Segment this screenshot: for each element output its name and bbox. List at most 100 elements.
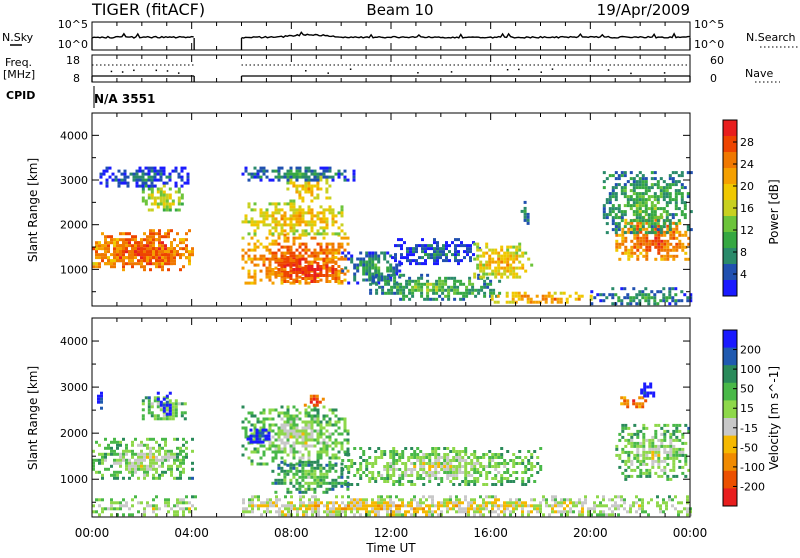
range-cell (515, 273, 518, 276)
range-cell (299, 246, 302, 249)
range-cell (563, 510, 566, 513)
range-cell (497, 261, 500, 264)
range-cell (677, 299, 680, 302)
range-cell (257, 507, 260, 510)
range-cell (461, 450, 464, 453)
range-cell (647, 293, 650, 296)
range-cell (329, 433, 332, 436)
range-cell (253, 435, 256, 438)
range-cell (428, 504, 431, 507)
range-cell (624, 463, 627, 466)
range-cell (436, 259, 439, 262)
range-cell (263, 261, 266, 264)
range-cell (137, 468, 140, 471)
range-cell (287, 421, 290, 424)
range-cell (359, 447, 362, 450)
range-cell (134, 495, 137, 498)
range-cell (284, 451, 287, 454)
range-cell (612, 204, 615, 207)
range-cell (167, 232, 170, 235)
range-cell (281, 457, 284, 460)
range-cell (530, 504, 533, 507)
range-cell (284, 495, 287, 498)
range-cell (290, 433, 293, 436)
range-cell (284, 220, 287, 223)
range-cell (142, 176, 145, 179)
range-cell (636, 180, 639, 183)
range-cell (335, 249, 338, 252)
range-cell (621, 228, 624, 231)
range-cell (453, 277, 456, 280)
range-cell (154, 167, 157, 170)
range-cell (305, 513, 308, 516)
range-cell (464, 468, 467, 471)
range-cell (639, 204, 642, 207)
range-cell (675, 451, 678, 454)
range-cell (149, 232, 152, 235)
cpid-label: CPID (6, 89, 35, 102)
range-cell (437, 483, 440, 486)
range-cell (335, 507, 338, 510)
range-cell (621, 189, 624, 192)
range-cell (260, 214, 263, 217)
range-cell (298, 191, 301, 194)
range-cell (621, 460, 624, 463)
range-cell (466, 244, 469, 247)
range-cell (154, 417, 157, 420)
range-cell (414, 280, 417, 283)
freq-label-bottom: [MHz] (3, 68, 35, 81)
range-cell (341, 237, 344, 240)
range-cell (627, 433, 630, 436)
range-cell (486, 283, 489, 286)
range-cell (142, 408, 145, 411)
range-cell (149, 459, 152, 462)
range-cell (331, 488, 334, 491)
range-cell (663, 243, 666, 246)
range-cell (140, 256, 143, 259)
range-cell (251, 424, 254, 427)
range-cell (317, 173, 320, 176)
range-cell (651, 210, 654, 213)
range-cell (636, 198, 639, 201)
range-cell (428, 456, 431, 459)
range-cell (479, 510, 482, 513)
range-cell (170, 450, 173, 453)
range-cell (477, 289, 480, 292)
range-cell (681, 210, 684, 213)
range-cell (427, 253, 430, 256)
range-cell (289, 479, 292, 482)
range-cell (624, 195, 627, 198)
range-cell (470, 474, 473, 477)
range-cell (671, 504, 674, 507)
range-cell (152, 474, 155, 477)
range-cell (137, 444, 140, 447)
range-cell (263, 214, 266, 217)
range-cell (407, 459, 410, 462)
range-cell (296, 173, 299, 176)
range-cell (645, 472, 648, 475)
range-cell (310, 464, 313, 467)
range-cell (122, 256, 125, 259)
range-cell (641, 507, 644, 510)
range-cell (368, 255, 371, 258)
range-cell (157, 188, 160, 191)
range-cell (518, 298, 521, 301)
range-cell (506, 501, 509, 504)
range-cell (110, 259, 113, 262)
range-cell (191, 462, 194, 465)
range-cell (323, 229, 326, 232)
range-cell (137, 250, 140, 253)
range-cell (272, 457, 275, 460)
range-cell (125, 241, 128, 244)
range-cell (463, 250, 466, 253)
range-cell (663, 466, 666, 469)
range-cell (176, 456, 179, 459)
range-cell (489, 283, 492, 286)
range-cell (350, 483, 353, 486)
range-cell (266, 211, 269, 214)
y-tick-label: 2000 (60, 219, 88, 232)
range-cell (593, 510, 596, 513)
range-cell (305, 424, 308, 427)
range-cell (488, 273, 491, 276)
range-cell (639, 216, 642, 219)
